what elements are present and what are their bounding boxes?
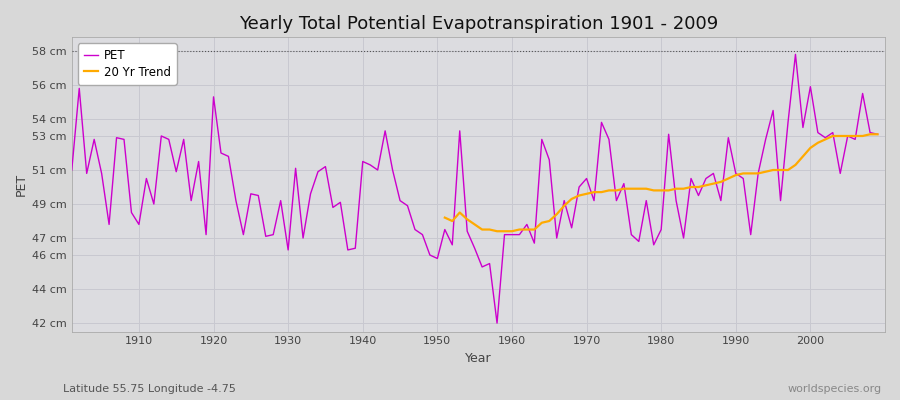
20 Yr Trend [491,229,502,234]
20 Yr Trend [559,203,570,208]
PET [872,132,883,137]
Legend: PET, 20 Yr Trend: PET, 20 Yr Trend [77,43,176,84]
PET [604,137,615,142]
20 Yr Trend [670,186,681,191]
20 Yr Trend [454,210,465,215]
PET [335,200,346,205]
20 Yr Trend [484,227,495,232]
PET [507,232,517,237]
Y-axis label: PET: PET [15,173,28,196]
20 Yr Trend [872,132,883,137]
PET [790,52,801,57]
PET [514,232,525,237]
PET [126,210,137,215]
PET [290,166,301,171]
Text: worldspecies.org: worldspecies.org [788,384,882,394]
20 Yr Trend [514,227,525,232]
Title: Yearly Total Potential Evapotranspiration 1901 - 2009: Yearly Total Potential Evapotranspiratio… [238,15,718,33]
PET [491,321,502,326]
PET [67,168,77,172]
X-axis label: Year: Year [465,352,491,365]
20 Yr Trend [865,132,876,137]
20 Yr Trend [439,215,450,220]
Line: PET: PET [72,54,878,323]
Line: 20 Yr Trend: 20 Yr Trend [445,134,878,231]
Text: Latitude 55.75 Longitude -4.75: Latitude 55.75 Longitude -4.75 [63,384,236,394]
20 Yr Trend [760,169,771,174]
